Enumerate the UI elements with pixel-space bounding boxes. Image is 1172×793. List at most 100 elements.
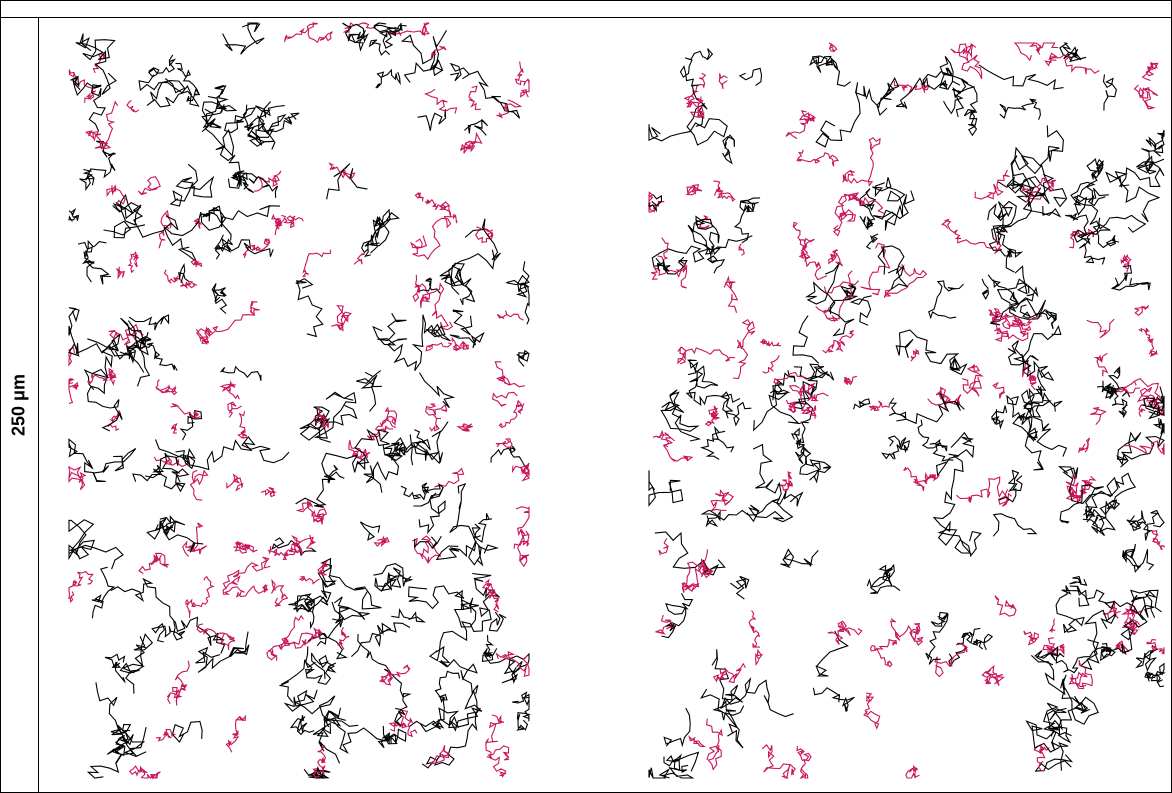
trajectory [1069, 575, 1088, 586]
header-row [1, 1, 1171, 18]
trajectory [837, 192, 860, 222]
trajectory [372, 313, 407, 346]
trajectory [232, 170, 279, 198]
trajectory [196, 301, 260, 342]
trajectory [1055, 585, 1090, 634]
trajectory [166, 660, 190, 706]
trajectory [289, 715, 315, 736]
trajectory [468, 85, 481, 111]
trajectory [158, 230, 166, 249]
trajectory [1141, 129, 1165, 175]
trajectory [738, 67, 763, 86]
trajectory [87, 333, 145, 373]
trajectory [860, 242, 891, 296]
trajectory [1014, 125, 1064, 205]
trajectory [777, 471, 793, 492]
trajectory [928, 280, 964, 320]
trajectory [366, 422, 394, 441]
trajectory [718, 73, 728, 90]
trajectory [713, 180, 736, 202]
trajectory [822, 330, 855, 354]
trajectory [383, 441, 414, 466]
trajectory [950, 43, 983, 80]
trajectory [356, 370, 382, 412]
trajectory [1023, 630, 1039, 646]
trajectory [809, 55, 852, 87]
trajectory [1121, 543, 1155, 573]
trajectory [992, 307, 1043, 327]
trajectory [147, 54, 177, 78]
trajectory [475, 226, 494, 243]
trajectory-image [68, 22, 1166, 780]
trajectory [1116, 418, 1165, 468]
trajectory [464, 118, 489, 136]
trajectory [658, 538, 670, 556]
trajectory [227, 401, 242, 418]
trajectory [289, 534, 316, 555]
trajectory [388, 709, 418, 738]
trajectory [1005, 316, 1032, 332]
trajectory [116, 266, 125, 280]
trajectory [357, 633, 412, 727]
trajectory [829, 282, 859, 315]
trajectory [425, 342, 453, 352]
trajectory [807, 365, 835, 395]
trajectory [222, 22, 265, 55]
trajectory [828, 42, 838, 53]
trajectory [271, 213, 286, 236]
trajectory [127, 251, 140, 274]
trajectory [798, 382, 829, 402]
trajectory [271, 537, 317, 557]
trajectory [661, 592, 694, 639]
trajectory [222, 583, 269, 598]
trajectory [331, 596, 370, 628]
trajectory [423, 88, 458, 114]
trajectory [283, 689, 342, 727]
trajectory [256, 112, 300, 150]
trajectory [306, 404, 358, 430]
trajectory [859, 188, 877, 231]
trajectory [988, 240, 1024, 259]
trajectory [815, 82, 867, 148]
trajectory [506, 261, 530, 325]
trajectory [414, 274, 431, 301]
trajectory [201, 104, 242, 189]
trajectory [815, 306, 832, 314]
trajectory [1012, 415, 1044, 471]
trajectory [652, 429, 674, 448]
trajectory [326, 163, 368, 200]
trajectory [1069, 585, 1163, 621]
trajectory [1050, 726, 1072, 744]
trajectory [495, 99, 523, 119]
trajectory [189, 469, 209, 501]
trajectory [872, 177, 915, 231]
trajectory [327, 618, 348, 660]
trajectory [363, 445, 400, 493]
trajectory [865, 233, 879, 250]
trajectory [491, 391, 518, 407]
trajectory [211, 283, 228, 314]
trajectory [796, 421, 832, 478]
trajectory [1042, 637, 1065, 656]
trajectory [1079, 609, 1117, 671]
trajectory [512, 691, 531, 731]
trajectory [337, 627, 350, 650]
trajectory [1033, 744, 1050, 772]
trajectory [812, 687, 855, 712]
trajectory [849, 295, 872, 326]
trajectory [409, 421, 449, 465]
trajectory [84, 100, 119, 150]
trajectory [796, 149, 840, 167]
trajectory [79, 140, 116, 192]
trajectory [998, 469, 1023, 503]
trajectory [91, 566, 116, 619]
trajectory [175, 62, 201, 102]
trajectory [495, 650, 530, 678]
trajectory [137, 176, 161, 196]
trajectory [1047, 701, 1091, 771]
trajectory [888, 397, 907, 420]
trajectory [417, 277, 441, 294]
trajectory [449, 62, 521, 119]
trajectory [1148, 386, 1165, 410]
trajectory [213, 234, 274, 257]
